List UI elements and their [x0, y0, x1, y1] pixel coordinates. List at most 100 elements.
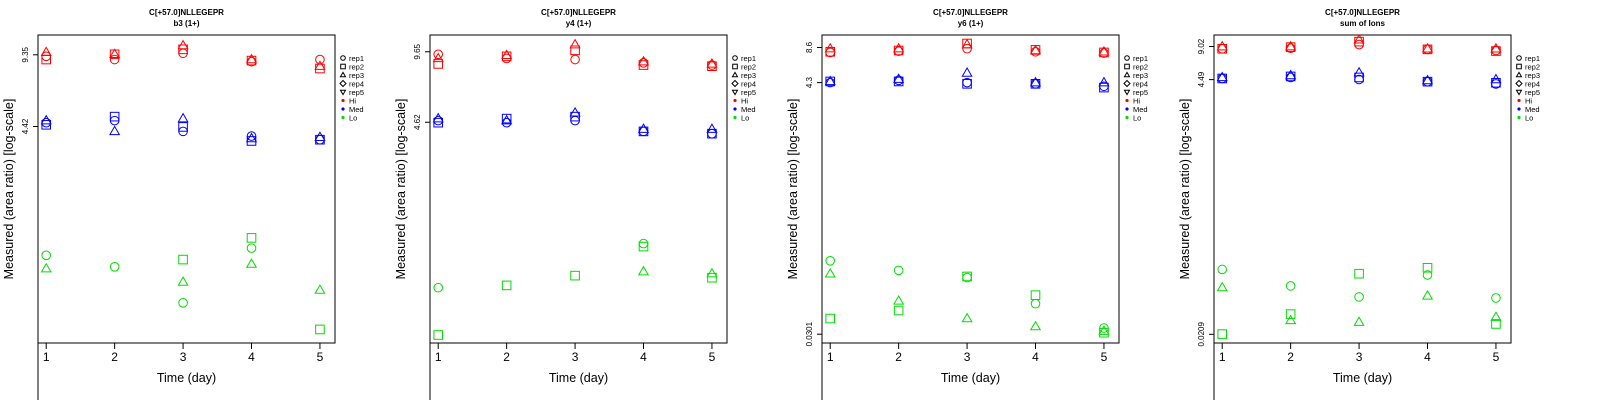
data-point	[961, 38, 973, 49]
legend-symbol	[1515, 89, 1523, 96]
legend-label: rep2	[349, 62, 364, 71]
data-point	[1285, 40, 1297, 51]
data-point	[1354, 268, 1364, 279]
legend-label: rep3	[349, 71, 364, 80]
data-point	[501, 49, 513, 60]
chart-title: C[+57.0]NLLEGEPR	[933, 8, 1008, 17]
legend-label: Hi	[1525, 96, 1532, 105]
data-point	[1099, 48, 1109, 58]
legend-label: rep5	[349, 88, 364, 97]
legend-symbol	[1123, 79, 1131, 88]
x-axis-label: Time (day)	[157, 371, 216, 385]
y-axis-label: Measured (area ratio) [log-scale]	[1178, 99, 1192, 280]
x-tick-label: 2	[503, 350, 510, 364]
x-tick-label: 4	[1032, 350, 1039, 364]
legend-symbol	[1515, 79, 1523, 88]
data-point	[1422, 76, 1433, 87]
data-point	[893, 73, 905, 83]
legend-symbol	[732, 63, 738, 70]
x-tick-label: 2	[895, 350, 902, 364]
data-point	[177, 39, 189, 50]
data-points	[432, 38, 718, 340]
data-point	[1490, 73, 1502, 84]
data-point	[177, 276, 189, 286]
x-tick-label: 1	[1219, 350, 1226, 364]
legend-color-dot	[1517, 98, 1521, 103]
data-point	[893, 265, 904, 276]
data-point	[1285, 309, 1296, 319]
legend-label: Lo	[1133, 113, 1141, 122]
data-point	[433, 115, 444, 126]
chart-subtitle: y6 (1+)	[958, 19, 984, 28]
data-point	[1285, 42, 1296, 52]
x-tick-label: 4	[248, 350, 255, 364]
chart-title: C[+57.0]NLLEGEPR	[541, 8, 616, 17]
legend-symbol	[1516, 63, 1522, 70]
data-point	[1216, 40, 1228, 51]
data-point	[109, 262, 120, 272]
legend-symbol	[1516, 55, 1522, 61]
legend-symbol	[1123, 71, 1131, 78]
data-point	[178, 122, 188, 132]
legend-label: rep4	[741, 79, 756, 88]
data-point	[433, 117, 444, 128]
legend-symbol	[1515, 71, 1523, 78]
data-point	[314, 284, 326, 294]
legend-label: Lo	[1525, 113, 1533, 122]
y-axis-label: Measured (area ratio) [log-scale]	[786, 99, 800, 280]
data-point	[246, 131, 257, 141]
data-point	[1354, 39, 1364, 50]
legend-symbol	[731, 71, 739, 78]
legend-label: Med	[1133, 105, 1148, 114]
legend-label: rep2	[1525, 62, 1540, 71]
legend-color-dot	[733, 98, 737, 103]
x-axis-label: Time (day)	[1333, 371, 1392, 385]
data-point	[637, 123, 650, 133]
legend-color-dot	[1517, 107, 1521, 111]
data-point	[1422, 262, 1433, 273]
data-point	[41, 119, 52, 130]
data-point	[1029, 44, 1042, 55]
chart-title: C[+57.0]NLLEGEPR	[149, 8, 224, 17]
legend-color-dot	[733, 107, 737, 111]
x-tick-label: 2	[111, 350, 118, 364]
legend-label: rep5	[1525, 88, 1540, 97]
plot-frame	[37, 34, 336, 344]
data-point	[1217, 329, 1228, 339]
legend-color-dot	[341, 107, 345, 111]
data-point	[314, 60, 326, 70]
data-point	[707, 128, 717, 139]
legend-label: Hi	[741, 96, 748, 105]
data-point	[177, 112, 189, 123]
data-point	[706, 57, 718, 68]
data-point	[501, 51, 512, 62]
data-point	[1098, 325, 1110, 335]
data-point	[1098, 45, 1110, 56]
data-point	[1422, 44, 1433, 55]
data-point	[245, 258, 258, 268]
legend-symbol	[1123, 89, 1131, 96]
data-point	[40, 46, 52, 57]
x-tick-label: 3	[180, 350, 187, 364]
x-tick-label: 1	[827, 350, 834, 364]
chart-panel-2: C[+57.0]NLLEGEPR y4 (1+) 1 2 3 4 5 9.65 4.62 Time…	[392, 0, 792, 400]
x-tick-label: 3	[572, 350, 579, 364]
data-point	[1030, 46, 1041, 57]
data-point	[1491, 319, 1501, 329]
data-point	[962, 43, 972, 54]
data-point	[1099, 47, 1109, 58]
data-point	[433, 49, 444, 60]
data-points	[1216, 33, 1502, 339]
x-tick-label: 2	[1287, 350, 1294, 364]
data-point	[638, 126, 649, 137]
data-point	[893, 294, 905, 305]
data-point	[1490, 42, 1502, 53]
y-tick-label: 8.6	[805, 41, 814, 53]
data-point	[962, 271, 972, 282]
data-point	[1354, 74, 1364, 85]
data-point	[824, 267, 836, 278]
legend-label: rep4	[349, 79, 364, 88]
